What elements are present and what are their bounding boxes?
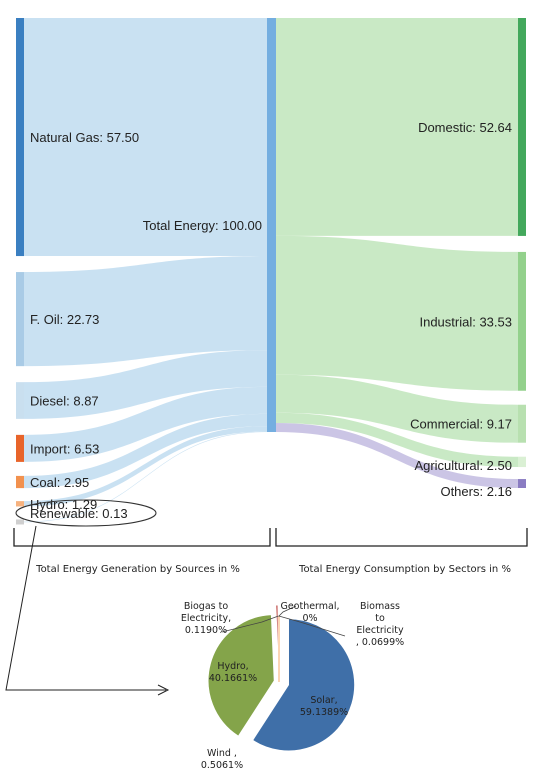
link-total-to-others bbox=[276, 423, 518, 488]
pie-label-geothermal: Geothermal, 0% bbox=[280, 601, 339, 624]
source-bar-hydro bbox=[16, 501, 24, 507]
center-label-total-energy: Total Energy: 100.00 bbox=[143, 218, 262, 233]
link-f-oil-to-total bbox=[24, 256, 267, 367]
link-coal-to-total bbox=[24, 413, 267, 489]
pie-label-line: Wind , bbox=[207, 748, 237, 759]
pie-label-biomass-to-electricity: Biomass to Electricity, 0.0699% bbox=[356, 601, 404, 648]
pie-label-line: 40.1661% bbox=[209, 673, 257, 684]
pie-label-line: Geothermal, bbox=[280, 601, 339, 612]
pie-label-line: Biomass bbox=[360, 601, 400, 612]
pie-slice-hydro bbox=[207, 614, 275, 737]
sector-bar-commercial bbox=[518, 404, 526, 443]
source-bar-f-oil bbox=[16, 272, 24, 367]
leader-biogas bbox=[221, 615, 279, 633]
source-label-natural-gas: Natural Gas: 57.50 bbox=[30, 130, 139, 145]
source-bar-renewable bbox=[16, 519, 24, 525]
link-total-to-domestic bbox=[276, 18, 518, 236]
link-natural-gas-to-total bbox=[24, 18, 267, 257]
pie-label-line: Hydro, bbox=[217, 661, 248, 672]
link-total-to-commercial bbox=[276, 374, 518, 443]
sector-bar-domestic bbox=[518, 18, 526, 236]
sector-bar-others bbox=[518, 479, 526, 488]
pie-label-biogas-to-electricity: Biogas to Electricity, 0.1190% bbox=[181, 601, 231, 636]
source-bar-natural-gas bbox=[16, 18, 24, 257]
source-label-diesel: Diesel: 8.87 bbox=[30, 394, 99, 409]
link-total-to-agricultural bbox=[276, 412, 518, 468]
left-caption: Total Energy Generation by Sources in % bbox=[35, 564, 240, 575]
right-caption: Total Energy Consumption by Sectors in % bbox=[298, 564, 511, 575]
pie-label-wind: Wind , 0.5061% bbox=[201, 748, 243, 771]
pie-slice-solar bbox=[252, 618, 355, 752]
source-label-f-oil: F. Oil: 22.73 bbox=[30, 312, 99, 327]
sector-bar-agricultural bbox=[518, 456, 526, 468]
renewable-highlight-ellipse bbox=[15, 499, 157, 527]
pie-label-line: Electricity, bbox=[181, 613, 231, 624]
source-label-coal: Coal: 2.95 bbox=[30, 475, 89, 490]
pie-label-solar: Solar, 59.1389% bbox=[300, 695, 348, 718]
center-bar-total-energy bbox=[267, 18, 276, 432]
sector-label-commercial: Commercial: 9.17 bbox=[410, 417, 512, 432]
leader-geothermal bbox=[278, 605, 297, 617]
pie-label-line: 0.5061% bbox=[201, 760, 243, 771]
link-import-to-total bbox=[24, 386, 267, 462]
pie-label-line: , 0.0699% bbox=[356, 637, 404, 648]
pie-label-line: 59.1389% bbox=[300, 707, 348, 718]
pie-label-hydro: Hydro, 40.1661% bbox=[209, 661, 257, 684]
link-renewable-to-total bbox=[24, 431, 267, 523]
renewable-connector-line bbox=[5, 525, 166, 691]
source-bar-coal bbox=[16, 475, 24, 489]
sector-label-agricultural: Agricultural: 2.50 bbox=[414, 458, 512, 473]
source-label-renewable: Renewable: 0.13 bbox=[30, 506, 128, 521]
pie-label-line: Electricity bbox=[356, 625, 404, 636]
pie-label-line: 0% bbox=[302, 613, 317, 624]
link-diesel-to-total bbox=[24, 350, 267, 419]
sector-label-others: Others: 2.16 bbox=[440, 484, 512, 499]
sector-label-industrial: Industrial: 33.53 bbox=[419, 314, 512, 329]
pie-label-line: to bbox=[375, 613, 385, 624]
source-bar-import bbox=[16, 434, 24, 462]
pie-label-line: Biogas to bbox=[184, 601, 229, 612]
source-label-import: Import: 6.53 bbox=[30, 441, 99, 456]
pie-label-line: 0.1190% bbox=[185, 625, 227, 636]
leader-biomass bbox=[278, 615, 346, 637]
pie-label-line: Solar, bbox=[310, 695, 337, 706]
link-hydro-to-total bbox=[24, 426, 267, 507]
link-total-to-industrial bbox=[276, 235, 518, 391]
left-bracket bbox=[13, 528, 271, 547]
connector-arrowhead bbox=[157, 684, 170, 696]
sector-label-domestic: Domestic: 52.64 bbox=[418, 120, 512, 135]
sector-bar-industrial bbox=[518, 251, 526, 391]
source-bar-diesel bbox=[16, 382, 24, 419]
right-bracket bbox=[275, 528, 528, 547]
